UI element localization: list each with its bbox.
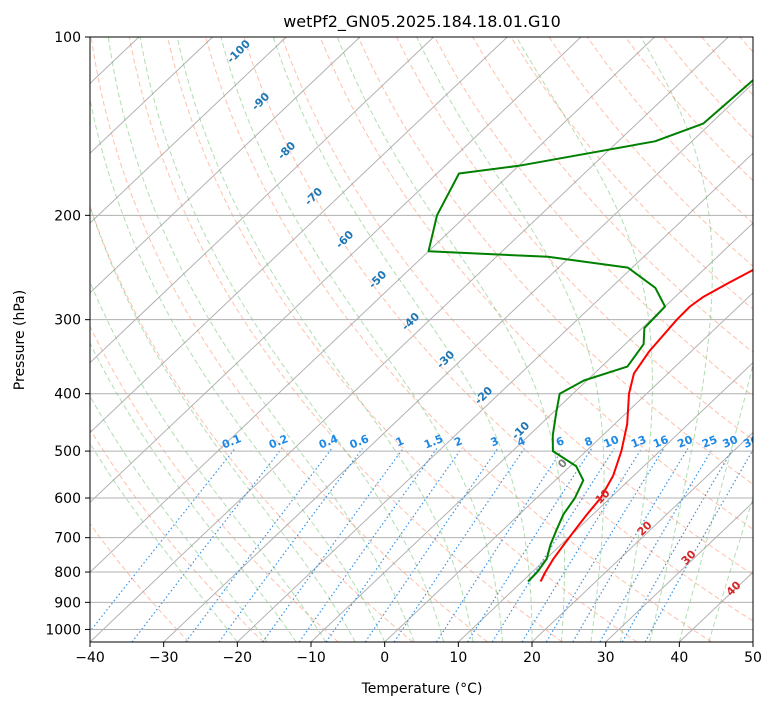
pressure-grid <box>90 37 753 629</box>
mixing-ratio-line <box>436 449 563 643</box>
isotherm-label: -60 <box>333 228 356 251</box>
isotherm-label: -50 <box>366 268 389 291</box>
x-tick-label: 0 <box>380 650 389 666</box>
dry-adiabat-line <box>0 37 263 642</box>
mixing-ratio-line <box>622 449 733 643</box>
isotherm-line <box>0 37 581 642</box>
isotherm-line <box>0 37 213 642</box>
isotherm-line <box>385 37 775 642</box>
moist-adiabat-line <box>56 37 356 642</box>
isotherm-line <box>0 37 360 642</box>
mixing-ratio-line <box>365 449 497 643</box>
y-tick-label: 600 <box>54 491 81 507</box>
x-tick-label: −20 <box>223 650 253 666</box>
plot-frame <box>90 37 753 642</box>
temperature-profile-line <box>541 37 775 582</box>
mixing-ratio-line <box>299 449 437 643</box>
x-tick-label: 30 <box>597 650 615 666</box>
mixing-ratio-label: 8 <box>583 434 595 449</box>
x-axis-label: Temperature (°C) <box>361 681 483 697</box>
dry-adiabat-line <box>15 37 338 642</box>
y-tick-label: 200 <box>54 208 81 224</box>
isotherm-label: -90 <box>249 90 272 113</box>
dry-adiabat-line <box>91 37 488 642</box>
moist-adiabat-line <box>0 37 267 642</box>
dry-adiabat-line <box>0 37 189 642</box>
y-tick-label: 1000 <box>45 622 81 638</box>
dry-adiabat-line <box>587 37 775 642</box>
moist-adiabat-line <box>80 37 384 642</box>
x-tick-label: 10 <box>449 650 467 666</box>
mixing-ratio-label: 0.1 <box>220 432 243 451</box>
chart-title: wetPf2_GN05.2025.184.18.01.G10 <box>283 12 561 32</box>
isotherm-label: -30 <box>434 348 457 371</box>
isotherm-label: -10 <box>509 419 532 442</box>
dry-adiabat-line <box>664 37 775 642</box>
mixing-ratio-label: 10 <box>602 433 621 451</box>
isotherm-label: 40 <box>724 578 744 598</box>
dry-adiabat-line <box>168 37 638 642</box>
mixing-ratio-line <box>600 449 713 643</box>
mixing-ratio-label: 2 <box>452 434 464 449</box>
y-tick-label: 900 <box>54 595 81 611</box>
mixing-ratio-line <box>263 449 403 643</box>
dry-adiabat-line <box>740 37 775 642</box>
x-tick-label: −40 <box>75 650 105 666</box>
mixing-ratio-label: 36 <box>741 433 760 451</box>
mixing-ratio-label: 20 <box>675 433 694 451</box>
dry-adiabat-line <box>702 37 775 642</box>
dry-adiabat-line <box>549 37 775 642</box>
mixing-ratio-label: 13 <box>629 433 648 451</box>
x-tick-label: −30 <box>149 650 179 666</box>
isotherm-line <box>532 37 775 642</box>
x-tick-label: 40 <box>670 650 688 666</box>
moist-adiabat-line <box>273 37 532 642</box>
moist-adiabat-line <box>177 37 473 642</box>
dry-adiabat-line <box>473 37 775 642</box>
mixing-ratio-label: 6 <box>554 434 566 449</box>
isotherm-label: -80 <box>275 139 298 162</box>
isotherm-line <box>0 37 434 642</box>
mixing-ratio-label: 0.2 <box>267 432 290 451</box>
mixing-ratio-line <box>82 449 235 643</box>
x-tick-label: −10 <box>296 650 326 666</box>
isotherm-line <box>753 37 775 642</box>
y-tick-label: 300 <box>54 313 81 329</box>
moist-adiabat-line <box>0 37 237 642</box>
isotherm-line <box>0 37 286 642</box>
isotherm-label: 20 <box>635 518 655 538</box>
moist-adiabat-line <box>337 37 564 642</box>
y-tick-label: 700 <box>54 531 81 547</box>
mixing-ratio-label: 0.4 <box>317 432 340 451</box>
mixing-ratio-line <box>573 449 688 643</box>
isotherm-line <box>0 37 65 642</box>
dry-adiabat-line <box>244 37 775 642</box>
mixing-ratio-label: 16 <box>651 433 670 451</box>
y-tick-label: 800 <box>54 565 81 581</box>
isotherm-label: -20 <box>472 384 495 407</box>
dry-adiabat-line <box>358 37 775 642</box>
isotherm-label: -70 <box>302 185 325 208</box>
isotherm-line <box>164 37 775 642</box>
moist-adiabat-line <box>33 37 326 642</box>
mixing-ratio-line <box>132 449 282 643</box>
x-tick-label: 50 <box>744 650 762 666</box>
y-axis-label: Pressure (hPa) <box>12 290 28 390</box>
isotherm-label: -100 <box>224 37 253 66</box>
moist-adiabat-line <box>221 37 503 642</box>
mixing-ratio-line <box>645 449 754 643</box>
y-tick-label: 400 <box>54 387 81 403</box>
y-tick-label: 500 <box>54 444 81 460</box>
moist-adiabat-line <box>417 37 604 642</box>
mixing-ratio-line <box>186 449 332 643</box>
x-tick-label: 20 <box>523 650 541 666</box>
mixing-ratio-label: 25 <box>700 433 719 451</box>
y-tick-label: 100 <box>54 30 81 46</box>
dry-adiabat-line <box>53 37 413 642</box>
mixing-ratio-label: 1 <box>394 434 406 449</box>
